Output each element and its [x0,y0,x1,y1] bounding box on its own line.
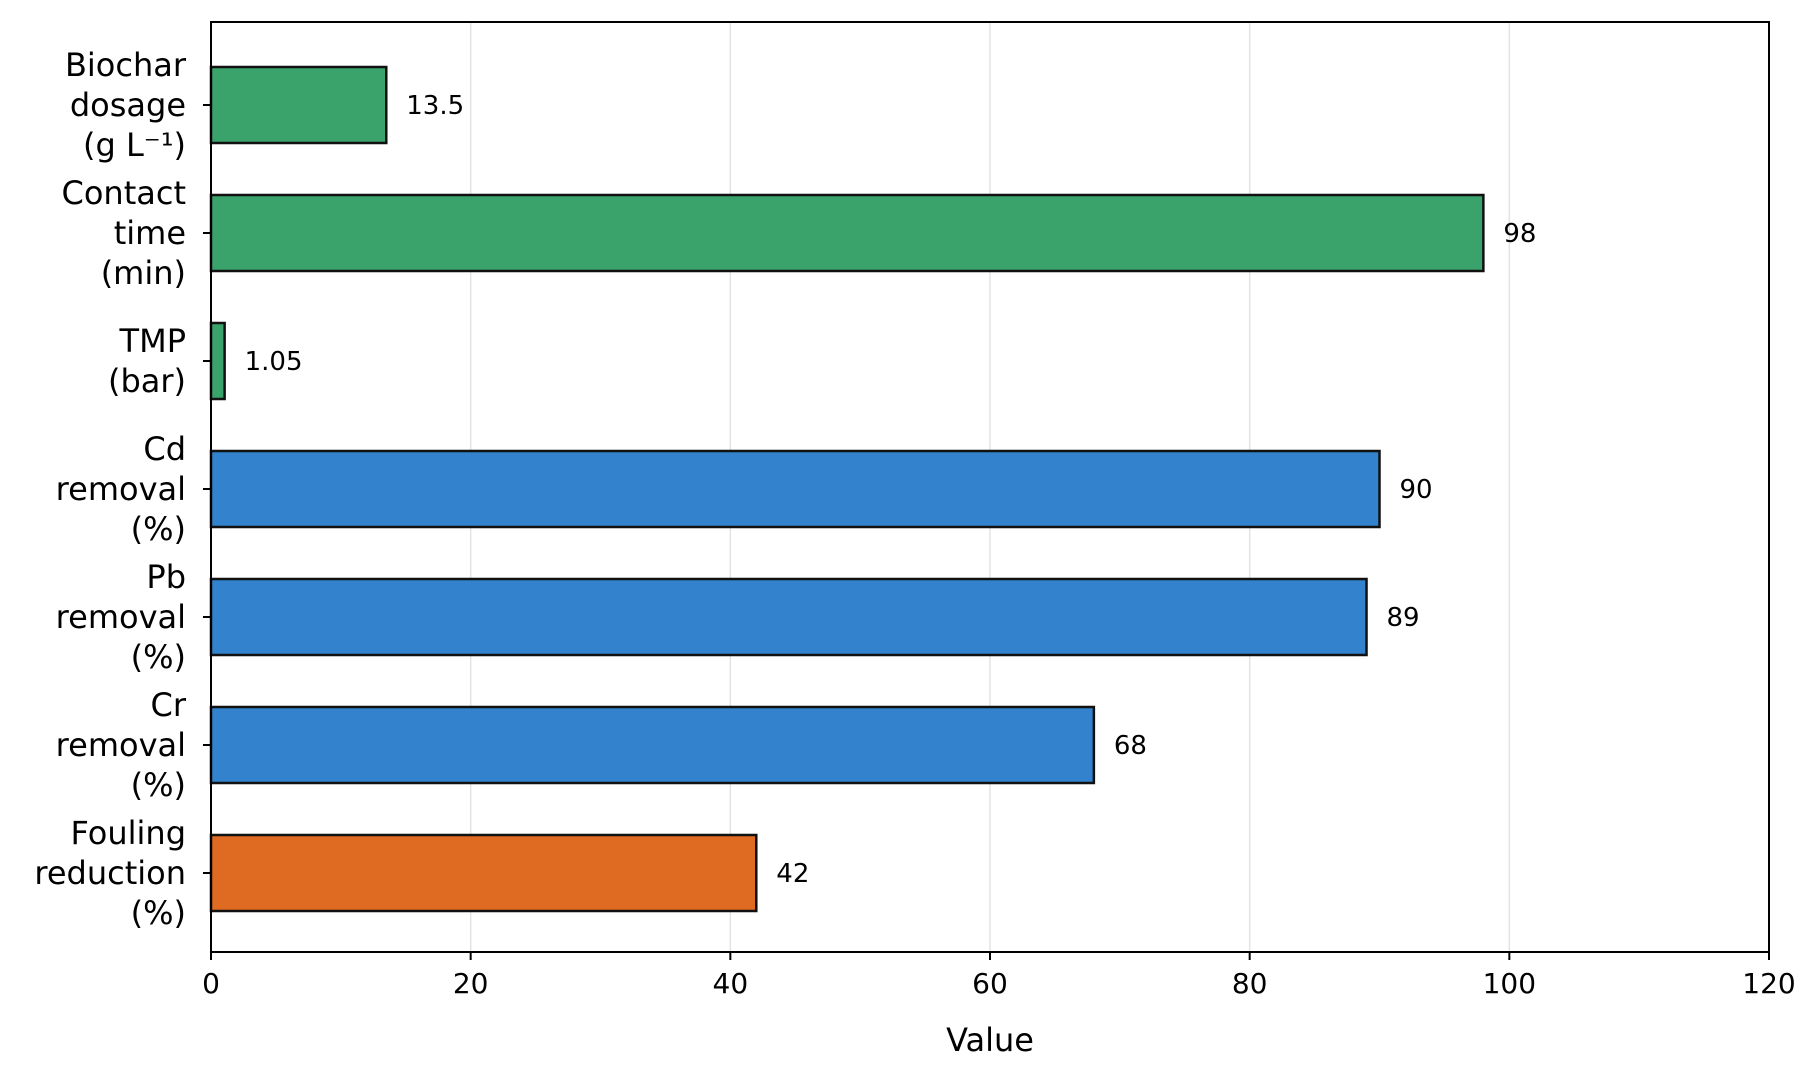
x-axis-title: Value [946,1021,1034,1059]
bar-4 [209,577,1368,657]
y-tick-label-4-line-1: removal [56,598,186,636]
x-tick-label-0: 0 [202,967,220,1000]
bar-value-labels: 13.5 98 1.05 90 89 68 42 [245,91,1537,889]
x-tick-label-60: 60 [972,967,1008,1000]
y-tick-label-4-line-0: Pb [146,558,186,596]
y-tick-label-3-line-1: removal [56,470,186,508]
y-tick-label-5-line-0: Cr [151,686,187,724]
bar-value-label-5: 68 [1114,731,1147,761]
x-tick-label-20: 20 [453,967,489,1000]
bar-value-label-3: 90 [1400,475,1433,505]
bar-2 [209,321,226,401]
x-tick-label-80: 80 [1232,967,1268,1000]
bar-value-label-1: 98 [1503,219,1536,249]
y-tick-label-0-line-1: dosage [70,86,186,124]
bars [209,65,1485,913]
x-tick-label-120: 120 [1742,967,1795,1000]
y-tick-label-3-line-2: (%) [131,510,186,548]
bar-3 [209,449,1381,529]
y-tick-label-6-line-0: Fouling [71,814,187,852]
bar-value-label-2: 1.05 [245,347,303,377]
y-tick-label-3-line-0: Cd [143,430,186,468]
y-tick-label-5-line-2: (%) [131,766,186,804]
y-tick-label-0-line-0: Biochar [65,46,187,84]
y-tick-label-5-line-1: removal [56,726,186,764]
y-tick-label-2-line-0: TMP [119,322,186,360]
x-tick-label-40: 40 [713,967,749,1000]
x-tick-label-100: 100 [1483,967,1536,1000]
bar-6 [209,833,758,913]
y-tick-label-0-line-2: (g L⁻¹) [83,126,186,164]
bar-1 [209,193,1485,273]
y-tick-label-6-line-2: (%) [131,894,186,932]
y-tick-label-1-line-1: time [114,214,186,252]
bar-value-label-0: 13.5 [406,91,464,121]
y-tick-label-1-line-0: Contact [62,174,187,212]
bar-value-label-6: 42 [776,859,809,889]
bar-0 [209,65,388,145]
bar-5 [209,705,1096,785]
y-tick-label-6-line-1: reduction [34,854,186,892]
bar-value-label-4: 89 [1387,603,1420,633]
y-tick-label-1-line-2: (min) [101,254,186,292]
y-tick-label-4-line-2: (%) [131,638,186,676]
y-tick-label-2-line-1: (bar) [108,362,186,400]
